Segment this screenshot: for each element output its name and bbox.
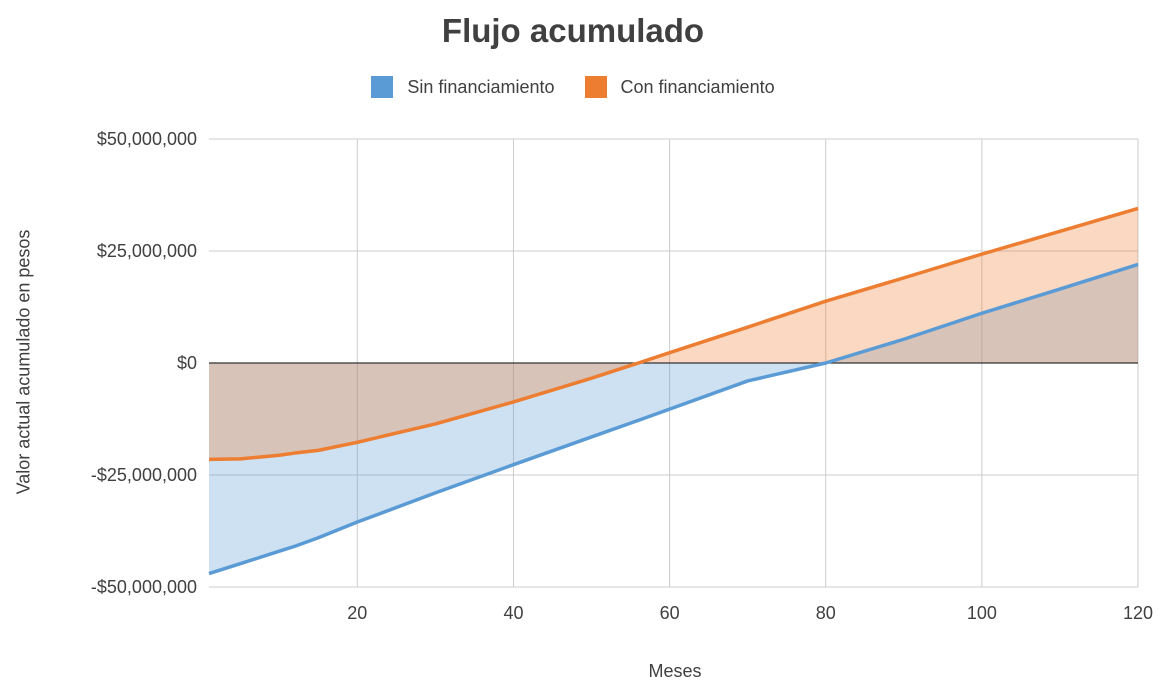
legend-item-sin-financiamiento[interactable]: Sin financiamiento (371, 76, 555, 98)
chart-title: Flujo acumulado (441, 12, 705, 49)
y-tick-label: $50,000,000 (97, 129, 197, 149)
series-line-sin-financiamiento (208, 262, 1139, 576)
y-tick-label: -$50,000,000 (91, 577, 197, 597)
x-tick-label: 120 (1123, 603, 1153, 623)
y-axis-label: Valor actual acumulado en pesos (13, 229, 34, 495)
legend-swatch-con-financiamiento (584, 76, 607, 98)
legend-label-con-financiamiento: Con financiamiento (620, 76, 775, 97)
legend: Sin financiamiento Con financiamiento (0, 76, 1146, 98)
x-tick-label: 20 (347, 603, 367, 623)
series-area-con-financiamiento (209, 208, 1138, 460)
x-tick-label: 100 (967, 603, 997, 623)
x-tick-label: 40 (503, 603, 523, 623)
x-tick-label: 60 (660, 603, 680, 623)
y-tick-label: $25,000,000 (97, 241, 197, 261)
x-axis-label: Meses (648, 661, 702, 681)
legend-label-sin-financiamiento: Sin financiamiento (407, 76, 555, 97)
y-tick-label: -$25,000,000 (91, 465, 197, 485)
series-area-sin-financiamiento (209, 264, 1138, 574)
legend-swatch-sin-financiamiento (371, 76, 394, 98)
legend-item-con-financiamiento[interactable]: Con financiamiento (584, 76, 775, 98)
series-line-con-financiamiento (208, 206, 1139, 462)
x-tick-label: 80 (816, 603, 836, 623)
y-tick-label: $0 (177, 353, 197, 373)
